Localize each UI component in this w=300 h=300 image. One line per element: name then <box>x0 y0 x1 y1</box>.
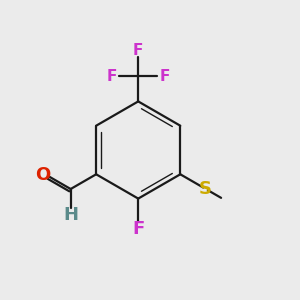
Text: O: O <box>35 166 50 184</box>
Text: S: S <box>199 180 212 198</box>
Text: F: F <box>132 220 144 238</box>
Text: F: F <box>159 69 170 84</box>
Text: F: F <box>107 69 117 84</box>
Text: F: F <box>133 43 143 58</box>
Text: H: H <box>63 206 78 224</box>
